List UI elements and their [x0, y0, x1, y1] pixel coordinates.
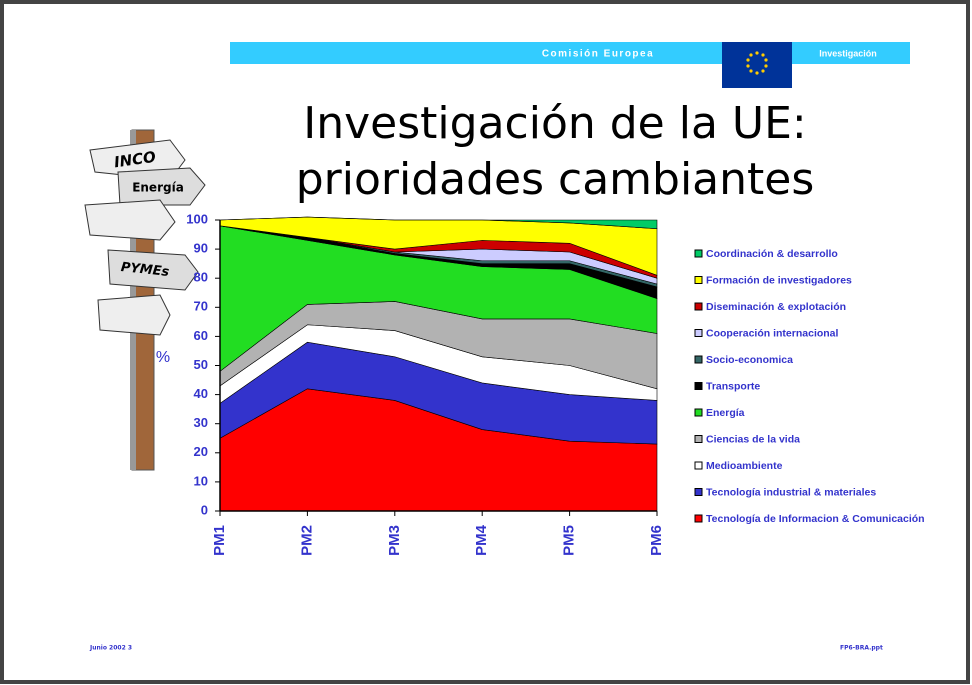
legend-label: Cooperación internacional [706, 327, 839, 339]
legend-swatch [694, 249, 703, 258]
signpost: INCO Energía PYMEs [84, 129, 206, 471]
legend-swatch [694, 461, 703, 470]
legend-swatch [694, 435, 703, 443]
y-tick-label: 20 [194, 444, 208, 459]
legend-label: Formación de investigadores [706, 274, 852, 286]
x-tick-label: PM2 [298, 525, 315, 556]
y-tick-label: 60 [194, 328, 208, 343]
legend-label: Energía [706, 407, 745, 419]
header-left: Comisión Europea [542, 49, 654, 60]
legend-label: Coordinación & desarrollo [706, 248, 838, 260]
x-tick-label: PM4 [473, 524, 490, 556]
sign-label: Energía [132, 181, 184, 195]
y-tick-label: 100 [186, 211, 208, 226]
y-tick-label: 0 [201, 502, 208, 517]
y-tick-label: 10 [194, 473, 208, 488]
y-tick-label: 40 [194, 386, 208, 401]
sign-label: PYMEs [120, 260, 170, 280]
legend-swatch [694, 488, 703, 496]
area [219, 216, 658, 230]
footer-left: Junio 2002 3 [89, 645, 132, 652]
chart-subtitle: prioridades cambiantes [296, 154, 815, 205]
x-tick-label: PM5 [561, 525, 578, 556]
legend-label: Ciencias de la vida [706, 433, 800, 445]
legend-swatch [694, 382, 703, 390]
header-right: Investigación [819, 48, 877, 58]
y-tick-label: 80 [194, 270, 208, 285]
y-tick-label: 30 [194, 415, 208, 430]
y-axis-label: % [156, 349, 170, 366]
eu-stars [746, 51, 768, 75]
legend-swatch [694, 276, 703, 284]
sign-label: INCO [113, 148, 157, 172]
y-tick-label: 90 [194, 241, 208, 256]
legend-label: Diseminación & explotación [706, 301, 846, 313]
y-tick-label: 50 [194, 357, 208, 372]
legend-swatch [694, 408, 703, 417]
legend-swatch [694, 302, 703, 311]
legend-label: Medioambiente [706, 460, 783, 472]
eu-flag [722, 42, 792, 88]
x-tick-label: PM3 [386, 525, 403, 556]
x-tick-label: PM1 [211, 525, 228, 556]
legend-swatch [694, 355, 703, 364]
legend-label: Tecnología de Informacion & Comunicación [706, 513, 925, 525]
chart-title: Investigación de la UE: [303, 98, 806, 149]
y-tick-label: 70 [194, 299, 208, 314]
legend-swatch [694, 329, 703, 337]
x-tick-label: PM6 [648, 525, 665, 556]
footer-right: FP6-BRA.ppt [840, 645, 883, 652]
legend-swatch [694, 514, 703, 523]
legend-label: Transporte [706, 380, 760, 392]
legend-label: Tecnología industrial & materiales [706, 486, 876, 498]
legend-label: Socio-economica [706, 354, 793, 366]
